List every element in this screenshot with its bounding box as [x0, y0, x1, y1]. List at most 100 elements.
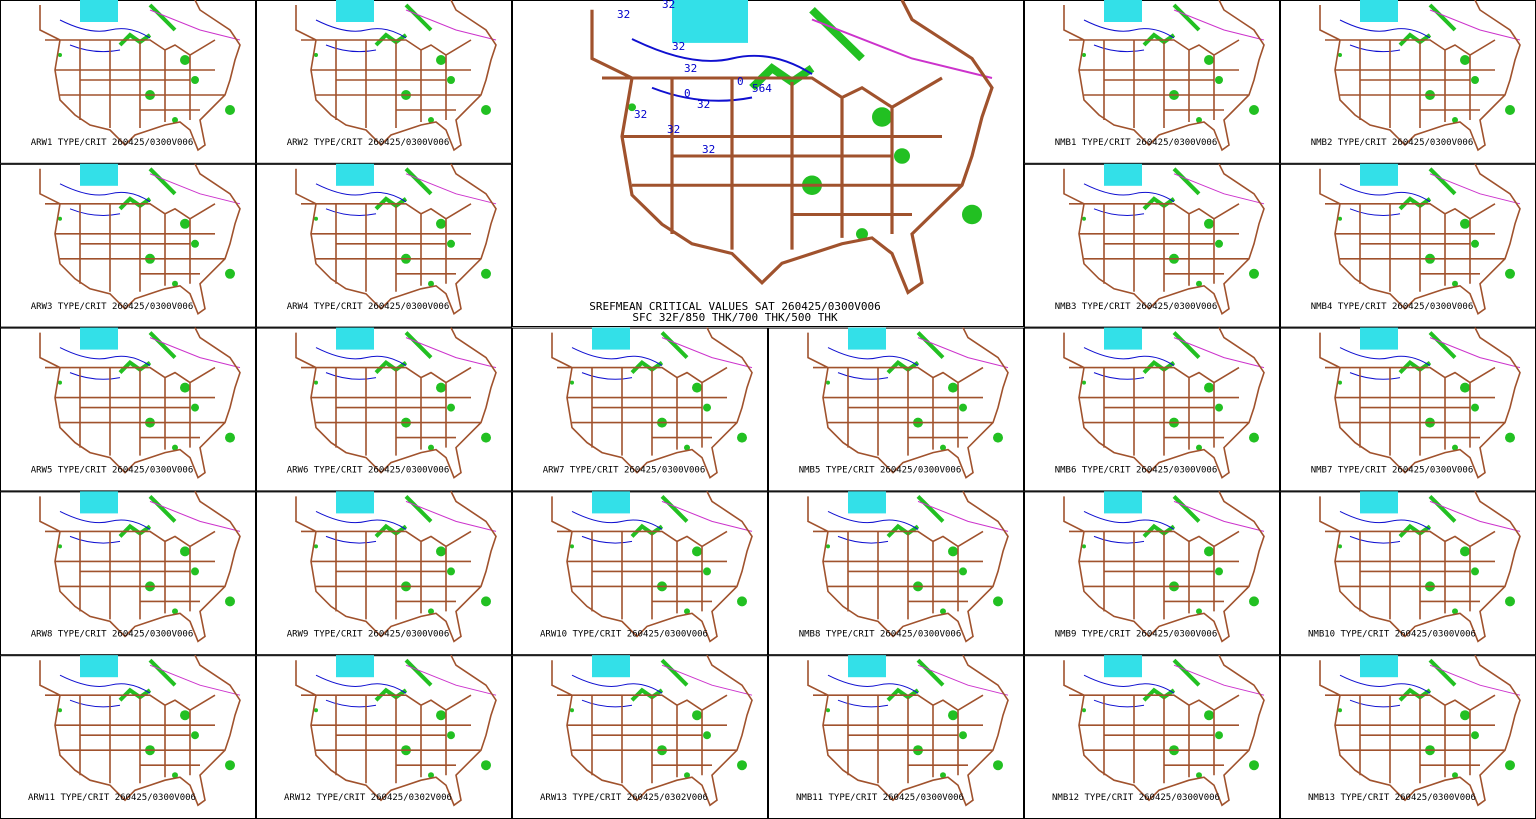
map-image — [294, 161, 498, 316]
map-image — [806, 489, 1010, 644]
map-panel: NMB11 TYPE/CRIT 260425/0300V006 — [768, 653, 1024, 819]
panel-label: ARW3 TYPE/CRIT 260425/0300V006 — [31, 302, 194, 312]
map-panel: ARW12 TYPE/CRIT 260425/0302V006 — [256, 653, 512, 819]
panel-label: ARW9 TYPE/CRIT 260425/0300V006 — [287, 629, 450, 639]
panel-label: NMB4 TYPE/CRIT 260425/0300V006 — [1311, 302, 1474, 312]
panel-frame — [256, 491, 512, 656]
panel-frame — [768, 491, 1024, 656]
map-image — [1318, 0, 1522, 152]
panel-label: ARW1 TYPE/CRIT 260425/0300V006 — [31, 138, 194, 148]
contour-label: 32 — [634, 108, 647, 121]
map-image — [294, 489, 498, 644]
contour-label: 564 — [752, 82, 772, 95]
panel-label: ARW13 TYPE/CRIT 260425/0302V006 — [540, 793, 708, 803]
map-panel: NMB13 TYPE/CRIT 260425/0300V006 — [1280, 653, 1536, 819]
map-panel: NMB1 TYPE/CRIT 260425/0300V006 — [1024, 0, 1280, 164]
map-panel: ARW13 TYPE/CRIT 260425/0302V006 — [512, 653, 768, 819]
map-image — [1318, 489, 1522, 644]
contour-label: 32 — [617, 8, 630, 21]
panel-frame — [512, 327, 768, 492]
map-panel: ARW5 TYPE/CRIT 260425/0300V006 — [0, 325, 256, 492]
contour-label: 32 — [684, 62, 697, 75]
map-image — [38, 325, 242, 480]
map-panel: NMB6 TYPE/CRIT 260425/0300V006 — [1024, 325, 1280, 492]
panel-frame — [0, 491, 256, 656]
panel-frame — [256, 163, 512, 328]
map-image — [1318, 653, 1522, 808]
map-panel: ARW1 TYPE/CRIT 260425/0300V006 — [0, 0, 256, 164]
map-image — [1062, 0, 1266, 152]
panel-label: ARW12 TYPE/CRIT 260425/0302V006 — [284, 793, 452, 803]
center-subtitle: SFC 32F/850 THK/700 THK/500 THK — [632, 311, 838, 324]
map-panel: ARW11 TYPE/CRIT 260425/0300V006 — [0, 653, 256, 819]
panel-label: NMB11 TYPE/CRIT 260425/0300V006 — [796, 793, 964, 803]
map-image — [806, 653, 1010, 808]
panel-label: NMB2 TYPE/CRIT 260425/0300V006 — [1311, 138, 1474, 148]
panel-label: NMB10 TYPE/CRIT 260425/0300V006 — [1308, 629, 1476, 639]
panel-label: NMB6 TYPE/CRIT 260425/0300V006 — [1055, 466, 1218, 476]
map-image — [1062, 325, 1266, 480]
map-panel: NMB8 TYPE/CRIT 260425/0300V006 — [768, 489, 1024, 656]
panel-frame — [512, 0, 1024, 327]
map-panel: NMB9 TYPE/CRIT 260425/0300V006 — [1024, 489, 1280, 656]
panel-frame — [512, 491, 768, 656]
panel-label: NMB8 TYPE/CRIT 260425/0300V006 — [799, 629, 962, 639]
panel-frame — [768, 327, 1024, 492]
panel-label: ARW4 TYPE/CRIT 260425/0300V006 — [287, 302, 450, 312]
map-image — [1062, 489, 1266, 644]
contour-label: 32 — [662, 0, 675, 11]
contour-label: 32 — [697, 98, 710, 111]
contour-label: 32 — [672, 40, 685, 53]
map-panel: NMB3 TYPE/CRIT 260425/0300V006 — [1024, 161, 1280, 328]
panel-label: ARW2 TYPE/CRIT 260425/0300V006 — [287, 138, 450, 148]
map-panel: NMB7 TYPE/CRIT 260425/0300V006 — [1280, 325, 1536, 492]
center-title: SREFMEAN CRITICAL VALUES SAT 260425/0300… — [589, 300, 880, 313]
contour-label: 32 — [702, 143, 715, 156]
map-panel: NMB5 TYPE/CRIT 260425/0300V006 — [768, 325, 1024, 492]
panel-label: ARW7 TYPE/CRIT 260425/0300V006 — [543, 466, 706, 476]
panel-label: NMB1 TYPE/CRIT 260425/0300V006 — [1055, 138, 1218, 148]
map-panel: NMB10 TYPE/CRIT 260425/0300V006 — [1280, 489, 1536, 656]
panel-label: NMB7 TYPE/CRIT 260425/0300V006 — [1311, 466, 1474, 476]
map-panel: NMB4 TYPE/CRIT 260425/0300V006 — [1280, 161, 1536, 328]
panel-label: NMB3 TYPE/CRIT 260425/0300V006 — [1055, 302, 1218, 312]
map-image — [1318, 325, 1522, 480]
contour-label: 0 — [684, 87, 691, 100]
panel-label: NMB5 TYPE/CRIT 260425/0300V006 — [799, 466, 962, 476]
map-image — [550, 325, 754, 480]
panel-label: ARW10 TYPE/CRIT 260425/0300V006 — [540, 629, 708, 639]
contour-label: 32 — [667, 123, 680, 136]
map-image — [1062, 161, 1266, 316]
map-image — [806, 325, 1010, 480]
map-panel: ARW8 TYPE/CRIT 260425/0300V006 — [0, 489, 256, 656]
map-panel: ARW3 TYPE/CRIT 260425/0300V006 — [0, 161, 256, 328]
map-image — [38, 653, 242, 808]
panel-frame — [1024, 163, 1280, 328]
map-panel: ARW7 TYPE/CRIT 260425/0300V006 — [512, 325, 768, 492]
panel-frame — [256, 0, 512, 164]
panel-frame — [256, 327, 512, 492]
map-image — [550, 489, 754, 644]
map-panel: ARW9 TYPE/CRIT 260425/0300V006 — [256, 489, 512, 656]
panel-label: ARW8 TYPE/CRIT 260425/0300V006 — [31, 629, 194, 639]
map-image — [294, 0, 498, 152]
map-image — [1318, 161, 1522, 316]
contour-label: 0 — [737, 75, 744, 88]
panel-label: ARW6 TYPE/CRIT 260425/0300V006 — [287, 466, 450, 476]
panel-frame — [1024, 0, 1280, 164]
panel-frame — [0, 163, 256, 328]
panel-label: NMB12 TYPE/CRIT 260425/0300V006 — [1052, 793, 1220, 803]
map-image — [550, 653, 754, 808]
map-panel: ARW4 TYPE/CRIT 260425/0300V006 — [256, 161, 512, 328]
map-image — [294, 653, 498, 808]
map-panel: ARW6 TYPE/CRIT 260425/0300V006 — [256, 325, 512, 492]
map-image — [592, 0, 992, 293]
map-image — [38, 489, 242, 644]
map-image — [294, 325, 498, 480]
center-panel: SREFMEAN CRITICAL VALUES SAT 260425/0300… — [512, 0, 1024, 327]
map-image — [38, 161, 242, 316]
panel-label: NMB9 TYPE/CRIT 260425/0300V006 — [1055, 629, 1218, 639]
map-panel: NMB2 TYPE/CRIT 260425/0300V006 — [1280, 0, 1536, 164]
panel-frame — [0, 0, 256, 164]
